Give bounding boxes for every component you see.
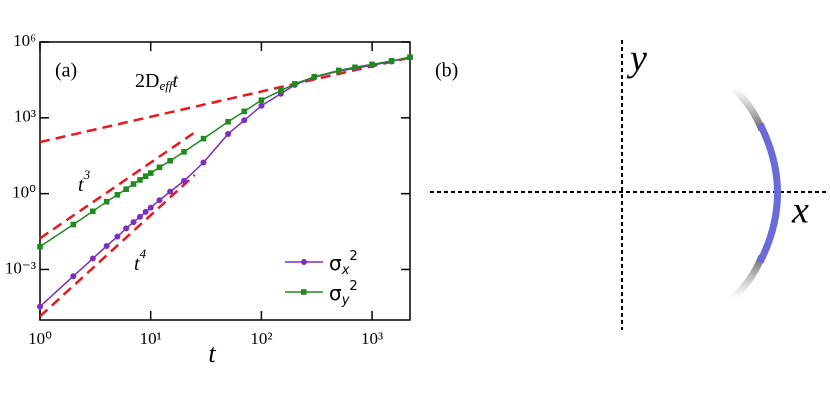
marker xyxy=(241,108,248,115)
panel-label: (a) xyxy=(55,60,77,82)
y-tick-label: 10³ xyxy=(14,107,36,126)
fit-label: t4 xyxy=(134,246,147,275)
legend-sup: 2 xyxy=(349,249,357,264)
legend-sup: 2 xyxy=(349,279,357,294)
y-tick-label: 10⁻³ xyxy=(5,258,36,277)
marker xyxy=(181,149,187,155)
marker xyxy=(142,208,149,215)
marker xyxy=(407,54,413,61)
y-tick-label: 10⁶ xyxy=(13,31,36,50)
x-tick-label: 10² xyxy=(250,329,272,348)
marker xyxy=(225,130,232,137)
marker xyxy=(335,67,342,74)
marker xyxy=(37,243,43,250)
marker xyxy=(311,73,318,80)
fit-line xyxy=(39,174,196,318)
fit-label-part: eff xyxy=(159,78,174,93)
marker xyxy=(114,191,121,198)
marker xyxy=(136,213,143,220)
marker xyxy=(181,177,188,184)
fit-label-part: 2D xyxy=(135,70,159,92)
series-line xyxy=(39,56,411,308)
arc-fade xyxy=(730,254,766,301)
panel-label: (b) xyxy=(435,60,458,82)
legend-label: σx2 xyxy=(329,249,358,278)
x-axis-label: t xyxy=(208,339,216,368)
x-label: x xyxy=(791,190,809,232)
x-tick-label: 10⁰ xyxy=(28,329,52,348)
x-tick-label: 10¹ xyxy=(140,329,162,348)
fit-line xyxy=(39,131,196,240)
plot-frame xyxy=(39,41,411,321)
marker xyxy=(89,255,96,262)
marker xyxy=(70,273,77,280)
marker xyxy=(278,87,284,94)
marker xyxy=(200,135,207,142)
marker xyxy=(241,117,248,124)
marker xyxy=(156,197,163,204)
y-tick-label: 10⁰ xyxy=(12,183,36,202)
marker xyxy=(352,64,358,71)
marker xyxy=(147,170,154,176)
marker xyxy=(137,177,143,183)
marker xyxy=(388,58,395,64)
marker xyxy=(114,233,121,240)
legend-sub: y xyxy=(341,293,350,308)
legend-name: σ xyxy=(329,281,342,305)
x-tick-label: 10³ xyxy=(361,329,383,348)
legend-marker xyxy=(301,259,307,265)
legend-name: σ xyxy=(329,251,342,275)
marker xyxy=(123,225,130,232)
fit-label-part: 3 xyxy=(83,167,91,182)
legend-marker xyxy=(301,289,307,295)
marker xyxy=(142,173,149,179)
marker xyxy=(258,97,265,103)
marker xyxy=(90,208,96,215)
marker xyxy=(123,186,129,192)
fit-label-part: t xyxy=(172,70,178,92)
legend-label: σy2 xyxy=(329,279,358,308)
marker xyxy=(156,164,163,171)
marker xyxy=(167,188,174,195)
legend-sub: x xyxy=(341,263,350,278)
arc-fade xyxy=(730,85,766,132)
marker xyxy=(70,221,77,228)
marker xyxy=(130,181,137,187)
marker xyxy=(130,219,137,226)
marker xyxy=(167,157,173,164)
fit-label-part: t xyxy=(134,253,140,275)
fit-label-part: t xyxy=(78,174,84,196)
marker xyxy=(291,81,298,87)
marker xyxy=(37,303,43,310)
fit-label: 2Defft xyxy=(135,70,178,93)
panel-b: (b) y x xyxy=(430,38,828,330)
marker xyxy=(147,204,154,211)
marker xyxy=(258,102,265,109)
marker xyxy=(103,198,110,205)
marker xyxy=(225,118,231,125)
marker xyxy=(200,159,207,166)
arc xyxy=(756,122,781,264)
fit-label-part: 4 xyxy=(140,246,147,261)
fit-label: t3 xyxy=(78,167,91,196)
marker xyxy=(103,242,110,249)
series-line xyxy=(39,56,411,248)
y-label: y xyxy=(626,38,647,80)
marker xyxy=(369,61,375,68)
